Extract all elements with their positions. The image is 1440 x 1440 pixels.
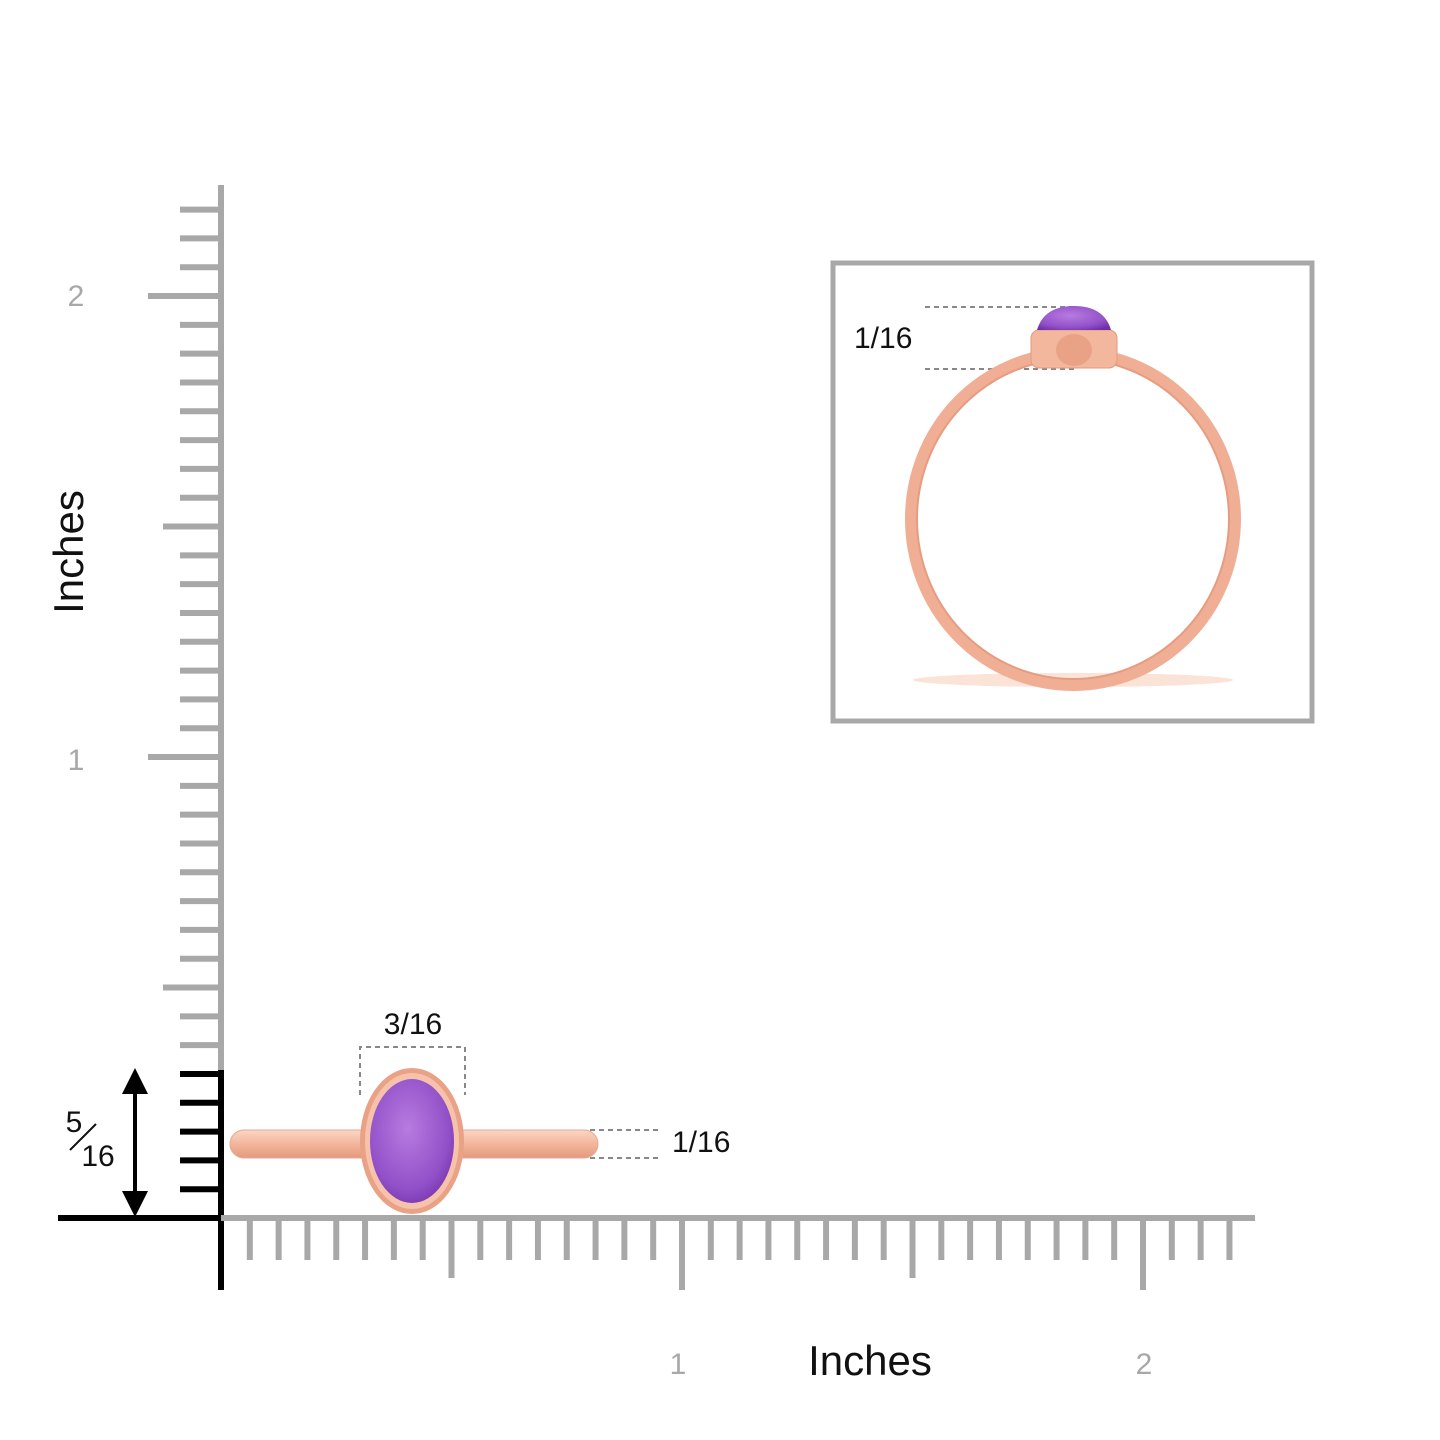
y-label: 1 [68,744,85,777]
y-title: Inches [45,490,92,614]
x-label: 2 [1136,1348,1153,1381]
rulers [58,185,1255,1290]
height-arrow [122,1068,148,1217]
dimension-lines [359,306,1075,1159]
fraction-slash [69,1123,97,1151]
band-label: 1/16 [672,1126,730,1159]
inset-height-label: 1/16 [854,322,912,355]
x-title: Inches [808,1337,932,1384]
front-view-ring [905,306,1241,691]
inset-frame [830,260,1315,724]
side-view-ring [229,1068,599,1214]
height-denominator: 16 [81,1140,114,1173]
height-numerator: 5 [66,1106,83,1139]
x-label: 1 [670,1348,687,1381]
width-label: 3/16 [384,1008,442,1041]
y-label: 2 [68,280,85,313]
